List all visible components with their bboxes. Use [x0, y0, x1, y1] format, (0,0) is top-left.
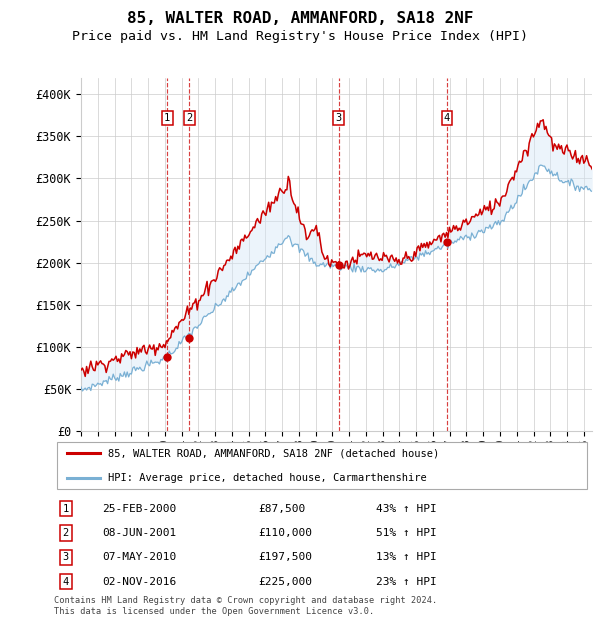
Text: 23% ↑ HPI: 23% ↑ HPI — [376, 577, 437, 587]
Text: 3: 3 — [62, 552, 69, 562]
Text: 2: 2 — [62, 528, 69, 538]
Text: 07-MAY-2010: 07-MAY-2010 — [103, 552, 176, 562]
Text: 85, WALTER ROAD, AMMANFORD, SA18 2NF: 85, WALTER ROAD, AMMANFORD, SA18 2NF — [127, 11, 473, 26]
Text: 02-NOV-2016: 02-NOV-2016 — [103, 577, 176, 587]
Text: HPI: Average price, detached house, Carmarthenshire: HPI: Average price, detached house, Carm… — [108, 473, 427, 483]
Text: Price paid vs. HM Land Registry's House Price Index (HPI): Price paid vs. HM Land Registry's House … — [72, 30, 528, 43]
Text: 13% ↑ HPI: 13% ↑ HPI — [376, 552, 437, 562]
Text: £87,500: £87,500 — [258, 503, 305, 513]
FancyBboxPatch shape — [56, 442, 587, 489]
Text: 4: 4 — [444, 113, 450, 123]
Text: 3: 3 — [335, 113, 342, 123]
Text: 43% ↑ HPI: 43% ↑ HPI — [376, 503, 437, 513]
Text: 2: 2 — [186, 113, 192, 123]
Text: 08-JUN-2001: 08-JUN-2001 — [103, 528, 176, 538]
Text: 51% ↑ HPI: 51% ↑ HPI — [376, 528, 437, 538]
Text: 25-FEB-2000: 25-FEB-2000 — [103, 503, 176, 513]
Text: £197,500: £197,500 — [258, 552, 312, 562]
Text: 4: 4 — [62, 577, 69, 587]
Text: £225,000: £225,000 — [258, 577, 312, 587]
Text: 85, WALTER ROAD, AMMANFORD, SA18 2NF (detached house): 85, WALTER ROAD, AMMANFORD, SA18 2NF (de… — [108, 448, 439, 458]
Text: 1: 1 — [62, 503, 69, 513]
Text: £110,000: £110,000 — [258, 528, 312, 538]
Text: Contains HM Land Registry data © Crown copyright and database right 2024.
This d: Contains HM Land Registry data © Crown c… — [54, 596, 437, 616]
Text: 1: 1 — [164, 113, 170, 123]
